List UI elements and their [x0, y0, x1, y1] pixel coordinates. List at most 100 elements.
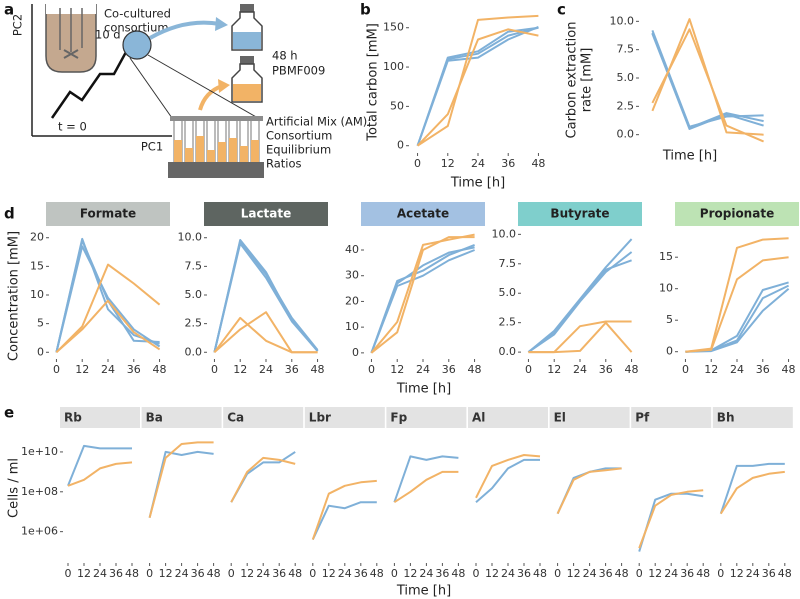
- y-tick-label: 5.0: [185, 288, 203, 301]
- tube-content: [174, 140, 182, 166]
- x-tick-label: 24: [93, 567, 107, 580]
- facet-header: [386, 407, 467, 428]
- y-tick-label: 30: [345, 269, 359, 282]
- y-axis-title: Carbon extraction: [565, 22, 580, 139]
- y-axis-title: rate [mM]: [580, 48, 595, 113]
- x-tick-label: 36: [442, 363, 456, 376]
- data-line: [719, 462, 785, 515]
- start-label: t = 0: [58, 120, 87, 134]
- mix-label: Consortium: [266, 129, 332, 143]
- x-tick-label: 36: [127, 363, 141, 376]
- connector: [129, 57, 173, 119]
- x-tick-label: 48: [778, 567, 792, 580]
- x-tick-label: 36: [680, 567, 694, 580]
- data-line: [556, 467, 622, 515]
- y-tick-label: 20: [345, 294, 359, 307]
- x-tick-label: 12: [233, 363, 247, 376]
- tube-content: [185, 148, 193, 166]
- bottle: [231, 4, 263, 51]
- x-tick-label: 12: [322, 567, 336, 580]
- data-line: [638, 489, 704, 549]
- y-axis-title: Concentration [mM]: [7, 231, 22, 361]
- arrowhead: [218, 79, 230, 93]
- data-line: [651, 28, 764, 143]
- panel-label: a: [4, 1, 14, 19]
- data-line: [370, 243, 475, 354]
- x-tick-label: 0: [525, 363, 532, 376]
- data-line: [719, 470, 785, 515]
- facet-title: Lbr: [309, 411, 331, 425]
- facet-header: [223, 407, 304, 428]
- tube-content: [218, 142, 226, 166]
- y-tick-label: 7.5: [499, 257, 517, 270]
- y-tick-label: 15: [659, 250, 673, 263]
- facet-header: [46, 202, 170, 226]
- arrow: [149, 20, 221, 40]
- x-tick-label: 24: [664, 567, 678, 580]
- x-tick-label: 0: [368, 363, 375, 376]
- data-line: [213, 239, 319, 353]
- bottle-cap: [240, 56, 254, 64]
- x-tick-label: 0: [146, 567, 153, 580]
- y-tick-label: 10: [345, 320, 359, 333]
- x-tick-label: 0: [414, 157, 421, 170]
- x-tick-label: 36: [756, 363, 770, 376]
- y-tick-label: 2.5: [617, 99, 635, 112]
- facet-title: Bh: [717, 411, 735, 425]
- y-tick-label: 0: [37, 345, 44, 358]
- facet-title: Acetate: [397, 207, 449, 221]
- y-tick-label: 1e+06: [21, 525, 58, 538]
- x-tick-label: 36: [599, 363, 613, 376]
- x-tick-label: 0: [211, 363, 218, 376]
- tube-rack: [168, 116, 264, 178]
- y-tick-label: 0: [352, 346, 359, 359]
- y-tick-label: 7.5: [617, 43, 635, 56]
- connector: [147, 54, 259, 119]
- data-line: [527, 251, 633, 353]
- x-tick-label: 48: [533, 567, 547, 580]
- x-tick-label: 12: [648, 567, 662, 580]
- x-tick-label: 36: [599, 567, 613, 580]
- x-tick-label: 24: [501, 567, 515, 580]
- data-line: [230, 456, 296, 503]
- y-tick-label: 100: [383, 60, 404, 73]
- x-tick-label: 36: [762, 567, 776, 580]
- x-tick-label: 12: [159, 567, 173, 580]
- x-tick-label: 48: [288, 567, 302, 580]
- x-axis-title: Time [h]: [396, 584, 451, 599]
- facet-title: El: [554, 411, 566, 425]
- y-tick-label: 40: [345, 243, 359, 256]
- facet-title: Propionate: [700, 207, 774, 221]
- facet-header: [304, 407, 385, 428]
- data-line: [213, 240, 319, 353]
- consortium-label: consortium: [104, 21, 169, 35]
- mix-label: Ratios: [266, 157, 302, 171]
- x-tick-label: 48: [153, 363, 167, 376]
- y-tick-label: 50: [390, 99, 404, 112]
- data-line: [685, 287, 790, 353]
- x-tick-label: 36: [272, 567, 286, 580]
- y-tick-label: 1e+08: [21, 485, 58, 498]
- data-line: [311, 479, 377, 540]
- x-axis-title: Time [h]: [662, 149, 717, 164]
- y-tick-label: 10: [30, 288, 44, 301]
- y-tick-label: 0.0: [499, 345, 517, 358]
- panel-label: e: [4, 404, 14, 422]
- facet-header: [675, 202, 799, 226]
- facet-header: [361, 202, 485, 226]
- tube-content: [240, 146, 248, 166]
- x-tick-label: 24: [419, 567, 433, 580]
- data-line: [685, 256, 789, 353]
- y-tick-label: 10.0: [492, 227, 517, 240]
- data-line: [230, 451, 296, 503]
- facet-title: Ca: [227, 411, 244, 425]
- facet-header: [712, 407, 793, 428]
- y-tick-label: 20: [30, 231, 44, 244]
- x-tick-label: 24: [416, 363, 430, 376]
- diagram: a PC2 PC1 t = 0 10 d Co-cultured consort…: [4, 1, 371, 178]
- x-tick-label: 12: [567, 567, 581, 580]
- data-line: [651, 33, 764, 130]
- x-tick-label: 12: [240, 567, 254, 580]
- facet-title: Formate: [80, 207, 136, 221]
